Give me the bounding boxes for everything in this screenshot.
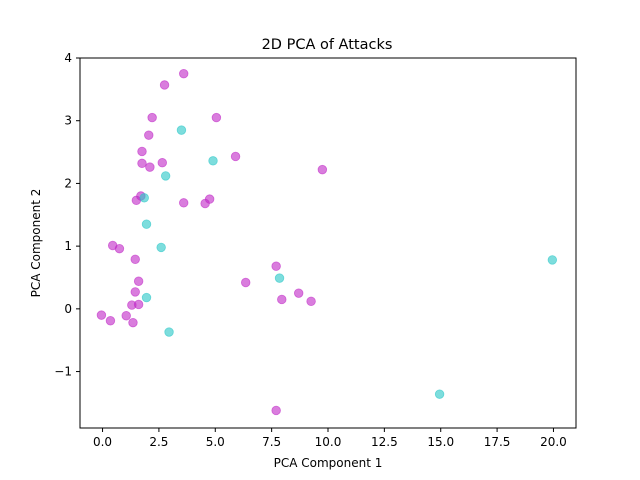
x-tick-label: 2.5: [149, 435, 168, 449]
data-point: [133, 276, 144, 286]
data-point: [176, 125, 187, 135]
data-point: [133, 299, 144, 310]
data-point: [137, 146, 147, 157]
data-points: [96, 68, 558, 416]
data-point: [159, 80, 170, 90]
data-point: [179, 68, 189, 79]
y-tick-label: 2: [64, 176, 72, 190]
data-point: [96, 310, 107, 320]
data-point: [211, 112, 222, 123]
data-point: [271, 261, 281, 271]
data-point: [230, 151, 241, 162]
data-point: [141, 292, 152, 303]
data-point: [274, 273, 285, 283]
y-tick-label: 3: [64, 114, 72, 128]
data-point: [130, 254, 140, 265]
data-point: [293, 288, 304, 298]
x-tick-label: 7.5: [262, 435, 281, 449]
y-tick-label: 0: [64, 302, 72, 316]
x-tick-label: 5.0: [206, 435, 225, 449]
data-point: [105, 316, 116, 326]
data-point: [145, 162, 155, 172]
x-axis-title: PCA Component 1: [274, 456, 383, 470]
data-point: [434, 389, 445, 399]
y-axis-ticks: −1 0 1 2 3 4: [54, 51, 80, 379]
data-point: [147, 112, 157, 123]
data-point: [114, 243, 125, 254]
x-tick-label: 15.0: [427, 435, 454, 449]
y-tick-label: 1: [64, 239, 72, 253]
data-point: [179, 198, 189, 208]
data-point: [128, 317, 138, 328]
y-tick-label: −1: [54, 365, 72, 379]
data-point: [121, 311, 131, 321]
data-point: [157, 158, 167, 168]
x-tick-label: 0.0: [93, 435, 112, 449]
data-point: [137, 158, 147, 169]
data-point: [271, 405, 281, 416]
data-point: [547, 255, 558, 265]
data-point: [156, 242, 166, 253]
data-point: [130, 287, 140, 297]
chart-title: 2D PCA of Attacks: [262, 37, 393, 53]
data-point: [144, 130, 154, 140]
data-point: [139, 193, 149, 203]
data-point: [141, 219, 152, 229]
data-point: [306, 296, 316, 307]
data-point: [131, 195, 142, 206]
x-tick-label: 10.0: [315, 435, 342, 449]
data-point: [200, 198, 210, 209]
data-point: [277, 294, 287, 305]
data-point: [208, 156, 218, 166]
x-tick-label: 12.5: [371, 435, 398, 449]
data-point: [317, 164, 328, 175]
data-point: [164, 327, 174, 337]
data-point: [241, 277, 251, 288]
data-point: [160, 171, 171, 181]
x-tick-label: 20.0: [540, 435, 567, 449]
x-tick-label: 17.5: [484, 435, 511, 449]
x-axis-ticks: 0.0 2.5 5.0 7.5 10.0 12.5 15.0 17.5 20.0: [93, 428, 567, 449]
y-axis-title: PCA Component 2: [29, 189, 43, 298]
y-tick-label: 4: [64, 51, 72, 65]
